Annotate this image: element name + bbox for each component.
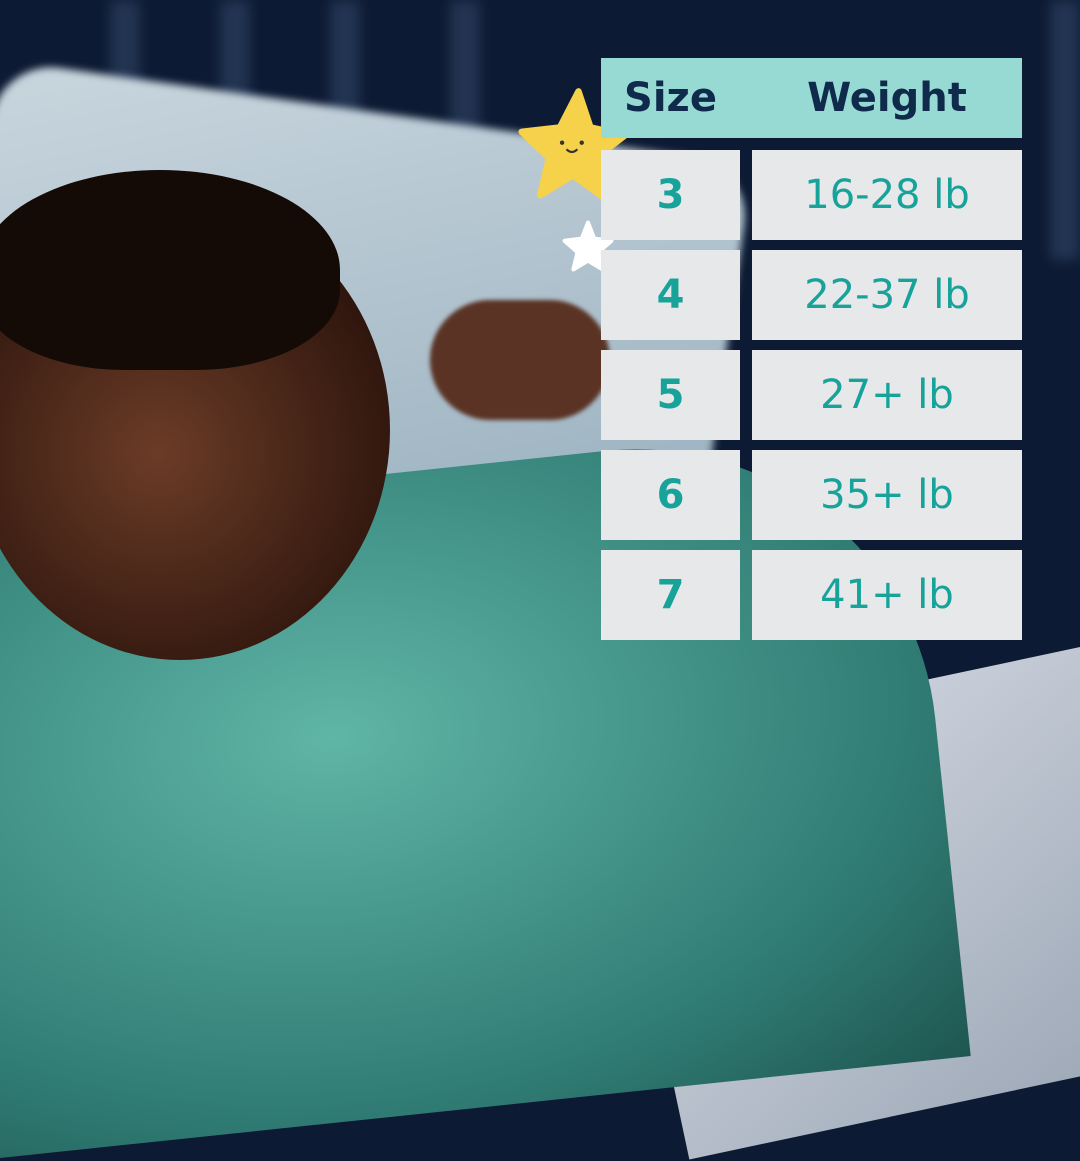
table-row: 5 27+ lb <box>601 350 1022 440</box>
white-star-icon <box>562 220 614 272</box>
baby-hair <box>0 170 340 370</box>
header-weight: Weight <box>807 75 967 121</box>
crib-bar <box>1050 0 1080 260</box>
size-weight-table: Size Weight 3 16-28 lb 4 22-37 lb 5 27+ … <box>601 58 1022 640</box>
header-size: Size <box>624 75 717 121</box>
baby-hand <box>430 300 610 420</box>
weight-cell: 16-28 lb <box>752 150 1022 240</box>
weight-cell: 35+ lb <box>752 450 1022 540</box>
size-cell: 7 <box>601 550 740 640</box>
size-cell: 6 <box>601 450 740 540</box>
table-row: 7 41+ lb <box>601 550 1022 640</box>
table-header: Size Weight <box>601 58 1022 138</box>
weight-cell: 27+ lb <box>752 350 1022 440</box>
table-row: 3 16-28 lb <box>601 150 1022 240</box>
weight-cell: 22-37 lb <box>752 250 1022 340</box>
size-cell: 4 <box>601 250 740 340</box>
weight-cell: 41+ lb <box>752 550 1022 640</box>
table-row: 6 35+ lb <box>601 450 1022 540</box>
table-row: 4 22-37 lb <box>601 250 1022 340</box>
size-cell: 3 <box>601 150 740 240</box>
size-cell: 5 <box>601 350 740 440</box>
